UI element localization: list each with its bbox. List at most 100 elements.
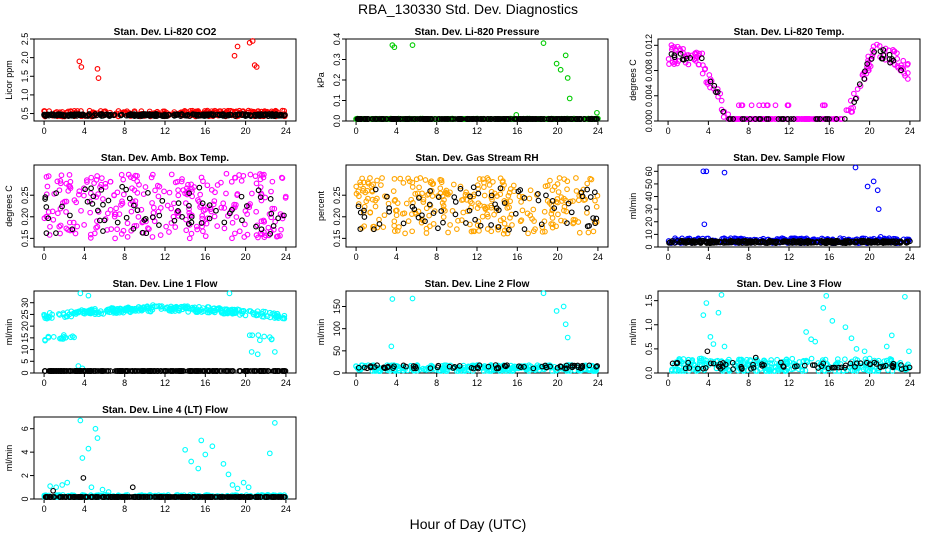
data-point	[441, 367, 447, 373]
y-tick-label: 0.20	[20, 208, 30, 226]
data-point	[117, 305, 123, 312]
y-tick-label: 50	[332, 346, 342, 356]
data-point	[258, 197, 265, 204]
data-point	[225, 112, 232, 119]
data-point	[553, 60, 560, 67]
data-point	[384, 116, 390, 122]
data-point	[892, 239, 898, 246]
data-point	[665, 56, 672, 62]
y-tick-label: 40	[644, 192, 654, 202]
data-point	[388, 343, 395, 350]
data-point	[673, 360, 680, 367]
data-point	[355, 201, 362, 207]
data-point	[554, 367, 561, 373]
data-point	[738, 102, 745, 109]
data-point	[501, 200, 508, 206]
data-point	[259, 172, 265, 178]
data-point	[168, 171, 175, 178]
data-point	[444, 116, 450, 122]
data-point	[200, 228, 206, 235]
data-point	[421, 116, 428, 122]
data-point	[229, 482, 236, 488]
data-point	[357, 179, 363, 186]
data-point	[526, 362, 532, 369]
data-point	[188, 230, 195, 237]
data-point	[904, 76, 911, 82]
data-point	[442, 189, 449, 196]
data-point	[53, 484, 60, 491]
data-point	[752, 354, 759, 361]
data-point	[669, 360, 676, 367]
x-tick-label: 4	[706, 378, 711, 388]
data-point	[427, 188, 434, 194]
data-point	[669, 44, 676, 51]
x-tick-label: 0	[42, 378, 47, 388]
data-point	[221, 368, 227, 374]
data-point	[199, 200, 206, 207]
data-point	[229, 368, 236, 374]
y-tick-label: 30	[20, 298, 30, 308]
data-point	[688, 238, 695, 245]
data-point	[429, 116, 435, 122]
data-point	[252, 173, 259, 180]
data-point	[561, 116, 567, 122]
data-point	[232, 174, 238, 181]
data-point	[240, 308, 246, 314]
data-point	[720, 114, 727, 120]
data-point	[391, 116, 398, 122]
data-point	[175, 187, 181, 193]
data-point	[457, 185, 464, 192]
data-point	[509, 368, 516, 374]
data-point	[902, 293, 908, 300]
data-point	[679, 56, 686, 63]
data-point	[239, 217, 245, 224]
data-point	[538, 221, 545, 228]
data-point	[391, 175, 398, 182]
data-point	[526, 116, 532, 122]
data-point	[66, 311, 73, 318]
data-point	[447, 222, 453, 228]
chart-panel: Stan. Dev. Li-820 Temp.0 4 8 12 16 20 240.0000…	[628, 27, 921, 136]
data-point	[48, 112, 55, 118]
data-point	[211, 198, 218, 204]
data-point	[857, 360, 864, 367]
data-point	[518, 199, 524, 205]
y-tick-label: 0	[20, 496, 30, 501]
data-point	[507, 186, 514, 192]
y-tick-label: 2.0	[20, 51, 30, 64]
data-point	[172, 224, 179, 230]
y-tick-label: 0.15	[20, 230, 30, 248]
data-point	[424, 192, 431, 198]
x-tick-label: 0	[354, 378, 359, 388]
y-tick-label: 60	[644, 166, 654, 176]
data-point	[569, 116, 576, 122]
x-tick-label: 12	[160, 126, 170, 136]
data-point	[883, 362, 889, 369]
data-point	[409, 203, 416, 210]
data-point	[281, 212, 287, 219]
data-point	[547, 177, 553, 184]
data-point	[591, 189, 598, 196]
data-point	[586, 362, 593, 369]
data-point	[63, 368, 70, 374]
data-point	[379, 175, 385, 181]
data-point	[784, 102, 791, 109]
data-point	[450, 181, 457, 188]
data-point	[232, 307, 239, 314]
data-point	[45, 209, 52, 215]
data-point	[873, 361, 880, 367]
data-point	[780, 238, 786, 245]
data-point	[86, 308, 93, 315]
data-point	[516, 193, 523, 200]
data-point	[101, 368, 108, 374]
data-point	[747, 116, 753, 122]
data-point	[516, 116, 522, 122]
data-point	[269, 111, 276, 117]
data-point	[403, 200, 410, 207]
y-tick-label: 150	[332, 299, 342, 314]
data-point	[820, 239, 827, 246]
data-point	[564, 178, 571, 185]
data-point	[707, 333, 714, 340]
y-tick-label: 0.20	[332, 208, 342, 226]
data-point	[565, 200, 572, 207]
